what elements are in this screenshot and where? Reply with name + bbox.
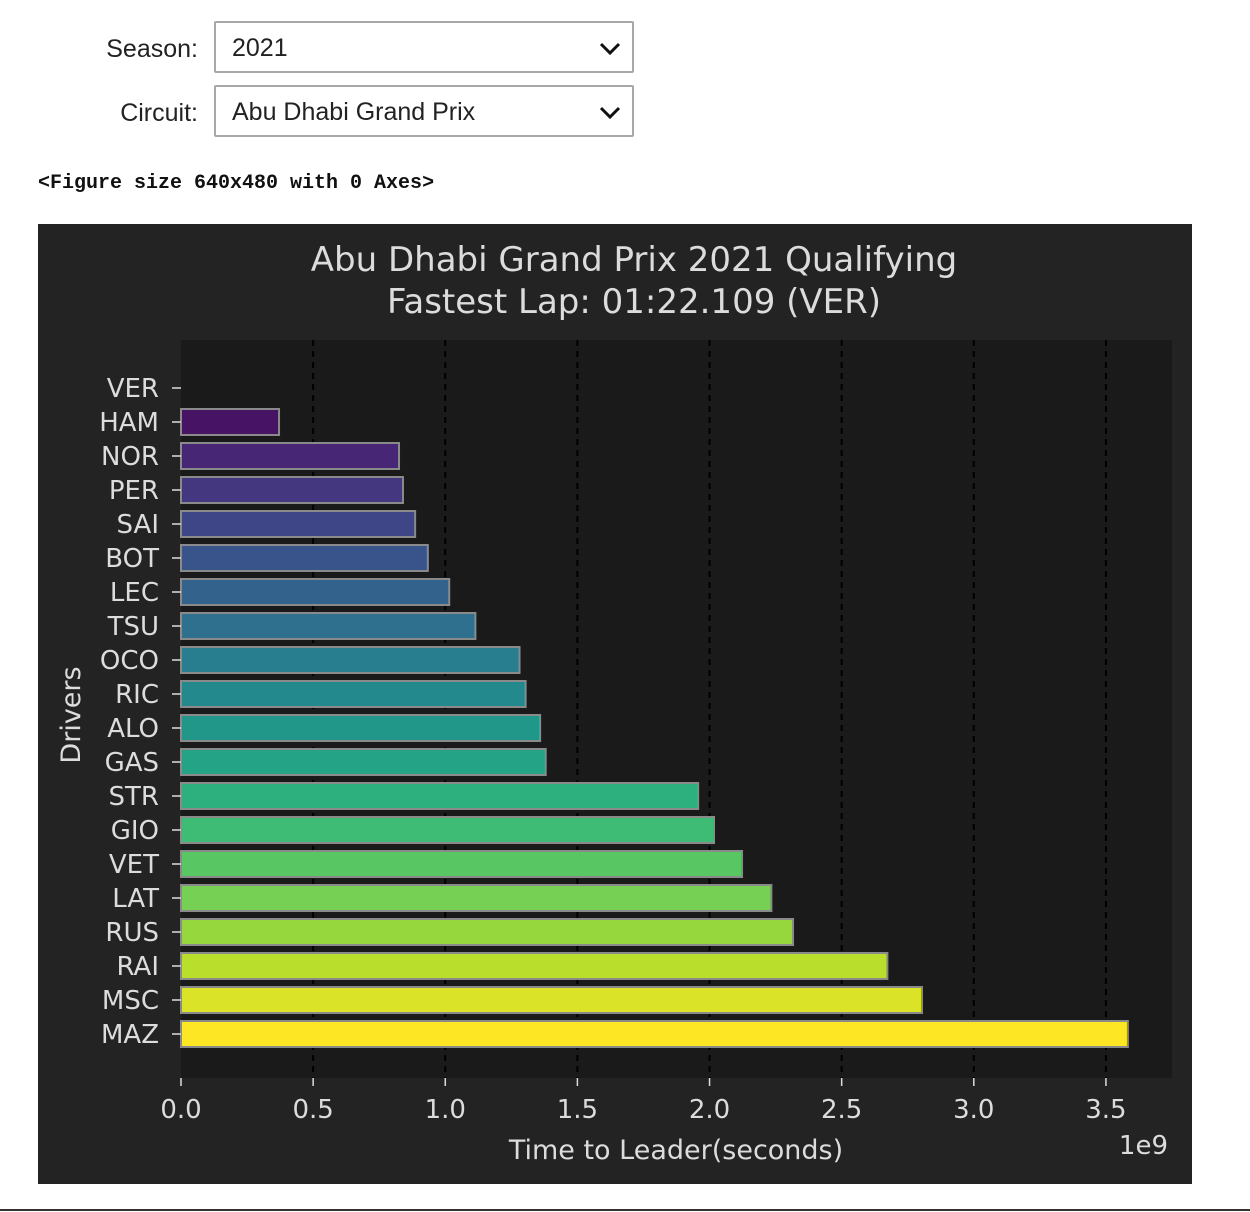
y-tick-label: MSC: [102, 986, 159, 1016]
bar-str: [180, 782, 700, 810]
bar-ric: [180, 680, 527, 708]
x-tick-label: 2.0: [689, 1095, 730, 1125]
y-tick-label: GAS: [105, 748, 159, 778]
y-tick-label: LAT: [112, 884, 159, 914]
circuit-select[interactable]: Abu Dhabi Grand Prix: [214, 85, 634, 137]
chart-subtitle: Fastest Lap: 01:22.109 (VER): [387, 282, 881, 322]
y-tick-label: HAM: [99, 408, 159, 438]
y-tick-label: PER: [109, 476, 159, 506]
x-axis-label: Time to Leader(seconds): [508, 1135, 843, 1166]
y-tick-label: SAI: [117, 510, 159, 540]
circuit-row: Circuit:: [0, 85, 214, 141]
bar-maz: [180, 1020, 1129, 1048]
x-tick-label: 3.0: [953, 1095, 994, 1125]
y-tick-label: BOT: [105, 544, 159, 574]
x-tick-label: 3.5: [1085, 1095, 1126, 1125]
bar-gas: [180, 748, 547, 776]
y-tick-label: RAI: [117, 952, 159, 982]
y-tick-label: STR: [109, 782, 159, 812]
bar-msc: [180, 986, 924, 1014]
chevron-down-icon: [599, 106, 621, 120]
y-axis-label: Drivers: [56, 666, 87, 763]
bar-tsu: [180, 612, 477, 640]
season-select[interactable]: 2021: [214, 21, 634, 73]
x-tick-label: 2.5: [821, 1095, 862, 1125]
y-tick-label: LEC: [110, 578, 159, 608]
figure-repr-text: <Figure size 640x480 with 0 Axes>: [38, 172, 435, 195]
season-row: Season:: [0, 21, 214, 77]
y-tick-label: NOR: [101, 442, 159, 472]
bar-nor: [180, 442, 401, 470]
y-tick-label: RIC: [115, 680, 159, 710]
chevron-down-icon: [599, 42, 621, 56]
bar-gio: [180, 816, 716, 844]
bar-oco: [180, 646, 521, 674]
bar-alo: [180, 714, 542, 742]
x-tick-label: 0.0: [160, 1095, 201, 1125]
bar-lec: [180, 578, 451, 606]
bar-ham: [180, 408, 281, 436]
y-tick-label: OCO: [100, 646, 159, 676]
cell-divider: [0, 1209, 1250, 1211]
x-tick-label: 1.0: [425, 1095, 466, 1125]
season-value: 2021: [232, 34, 288, 62]
x-axis-offset-label: 1e9: [1119, 1131, 1168, 1161]
circuit-label: Circuit:: [120, 99, 198, 127]
bar-rus: [180, 918, 795, 946]
bar-sai: [180, 510, 417, 538]
chart-title: Abu Dhabi Grand Prix 2021 Qualifying: [311, 240, 957, 280]
bar-rai: [180, 952, 889, 980]
chart-container: VER HAM NOR PER SAI BOT LEC TSU OCO RIC ALO GAS STR G…: [38, 224, 1192, 1184]
bar-vet: [180, 850, 744, 878]
bar-bot: [180, 544, 429, 572]
y-tick-label: RUS: [105, 918, 159, 948]
y-tick-label: ALO: [107, 714, 159, 744]
y-tick-label: TSU: [107, 612, 159, 642]
bar-lat: [180, 884, 773, 912]
y-tick-label: MAZ: [101, 1020, 159, 1050]
season-label: Season:: [106, 35, 198, 63]
y-tick-label: VER: [107, 374, 159, 404]
x-tick-label: 0.5: [292, 1095, 333, 1125]
circuit-value: Abu Dhabi Grand Prix: [232, 98, 476, 126]
y-tick-label: VET: [109, 850, 159, 880]
bar-per: [180, 476, 404, 504]
bar-chart: VER HAM NOR PER SAI BOT LEC TSU OCO RIC ALO GAS STR G…: [38, 224, 1192, 1184]
x-tick-label: 1.5: [557, 1095, 598, 1125]
y-tick-label: GIO: [111, 816, 159, 846]
